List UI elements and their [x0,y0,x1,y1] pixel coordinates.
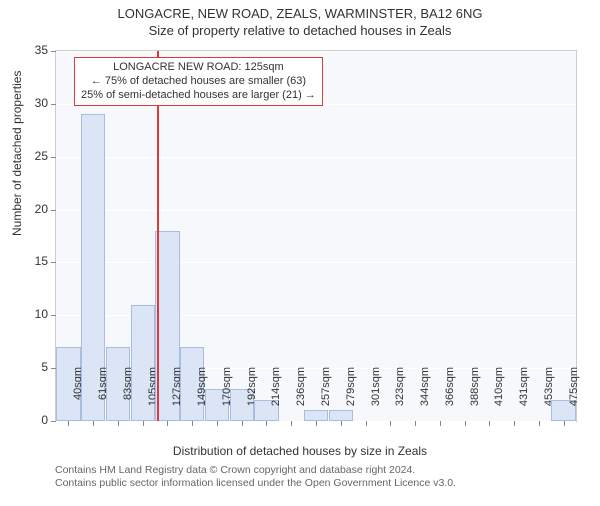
xtick-mark [489,421,490,426]
xtick-mark [291,421,292,426]
xtick-label: 214sqm [270,367,282,427]
xtick-label: 366sqm [444,367,456,427]
xtick-mark [539,421,540,426]
ytick-mark [51,157,56,158]
xtick-label: 279sqm [345,367,357,427]
ytick-label: 0 [18,413,48,427]
xtick-mark [266,421,267,426]
ytick-mark [51,210,56,211]
xtick-mark [143,421,144,426]
x-axis-label: Distribution of detached houses by size … [0,444,600,458]
xtick-label: 301sqm [370,367,382,427]
ytick-label: 10 [18,307,48,321]
xtick-mark [93,421,94,426]
ytick-mark [51,262,56,263]
ytick-mark [51,104,56,105]
footer-line1: Contains HM Land Registry data © Crown c… [55,464,456,477]
annotation-line: ← 75% of detached houses are smaller (63… [81,75,316,89]
xtick-mark [564,421,565,426]
xtick-mark [390,421,391,426]
xtick-mark [465,421,466,426]
xtick-mark [167,421,168,426]
xtick-mark [242,421,243,426]
gridline [56,157,576,158]
annotation-box: LONGACRE NEW ROAD: 125sqm← 75% of detach… [74,57,323,106]
xtick-label: 431sqm [518,367,530,427]
chart-area: 40sqm61sqm83sqm105sqm127sqm149sqm170sqm1… [55,50,577,422]
xtick-mark [415,421,416,426]
gridline [56,262,576,263]
annotation-line: LONGACRE NEW ROAD: 125sqm [81,61,316,75]
ytick-mark [51,315,56,316]
chart-title-sub: Size of property relative to detached ho… [0,23,600,38]
xtick-mark [341,421,342,426]
ytick-label: 20 [18,202,48,216]
xtick-label: 344sqm [419,367,431,427]
xtick-mark [217,421,218,426]
xtick-mark [192,421,193,426]
footer-line2: Contains public sector information licen… [55,477,456,490]
chart-title-main: LONGACRE, NEW ROAD, ZEALS, WARMINSTER, B… [0,6,600,21]
ytick-label: 30 [18,96,48,110]
xtick-label: 323sqm [394,367,406,427]
ytick-label: 35 [18,43,48,57]
chart-plot: 40sqm61sqm83sqm105sqm127sqm149sqm170sqm1… [55,50,575,420]
ytick-label: 25 [18,149,48,163]
footer-attribution: Contains HM Land Registry data © Crown c… [55,464,456,490]
xtick-label: 475sqm [568,367,580,427]
xtick-mark [366,421,367,426]
ytick-mark [51,421,56,422]
xtick-mark [118,421,119,426]
xtick-label: 410sqm [493,367,505,427]
gridline [56,210,576,211]
ytick-label: 15 [18,254,48,268]
annotation-line: 25% of semi-detached houses are larger (… [81,89,316,103]
xtick-mark [514,421,515,426]
xtick-label: 388sqm [469,367,481,427]
xtick-mark [68,421,69,426]
gridline [56,51,576,52]
reference-line [157,51,159,421]
xtick-mark [316,421,317,426]
xtick-mark [440,421,441,426]
ytick-label: 5 [18,360,48,374]
ytick-mark [51,51,56,52]
